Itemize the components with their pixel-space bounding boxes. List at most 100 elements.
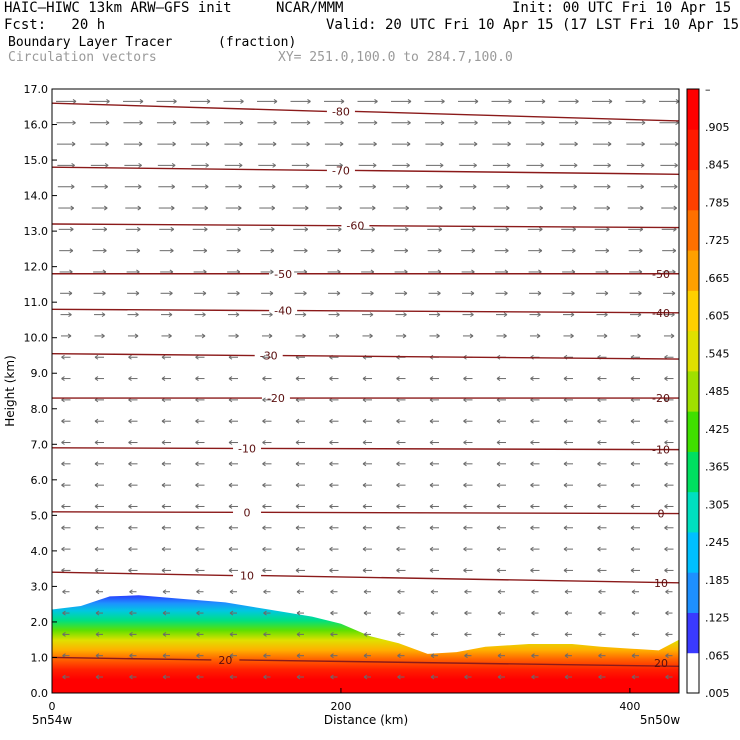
y-tick-label: 13.0 [24, 225, 49, 238]
wind-vector [94, 354, 104, 360]
wind-vector [60, 333, 72, 339]
wind-vector [362, 376, 372, 381]
wind-vector [363, 589, 371, 595]
wind-vector [493, 184, 510, 190]
wind-vector [61, 418, 71, 424]
colorbar-swatch [687, 209, 699, 251]
wind-vector [630, 440, 640, 445]
wind-vector [226, 248, 241, 254]
wind-vector [629, 290, 642, 296]
wind-vector [563, 312, 575, 318]
y-tick-label: 16.0 [24, 119, 49, 132]
y-tick-label: 6.0 [31, 474, 49, 487]
wind-vector [363, 674, 371, 680]
wind-vector [430, 610, 438, 616]
wind-vector [196, 631, 204, 637]
wind-vector [424, 99, 445, 104]
y-tick-label: 9.0 [31, 367, 49, 380]
wind-vector [531, 631, 539, 637]
wind-vector [362, 418, 372, 424]
wind-vector [663, 290, 676, 296]
wind-vector [660, 162, 678, 168]
org-label: NCAR/MMM [276, 0, 344, 16]
wind-vector [464, 674, 472, 680]
wind-vector [195, 440, 205, 445]
wind-vector [598, 631, 606, 637]
wind-vector [161, 546, 171, 552]
wind-vector [262, 418, 272, 424]
wind-vector [492, 141, 511, 147]
wind-vector [195, 354, 205, 360]
wind-vector [362, 440, 372, 445]
wind-vector [91, 184, 108, 190]
wind-vector [661, 205, 678, 211]
isotherm-label-right: 20 [654, 657, 668, 670]
wind-vector [94, 418, 104, 424]
wind-vector [228, 440, 238, 445]
wind-vector [190, 99, 211, 104]
wind-vector [395, 312, 407, 318]
wind-vector [125, 226, 141, 232]
wind-vector [396, 482, 406, 488]
wind-vector [259, 205, 276, 211]
wind-vector [460, 205, 477, 211]
wind-vector [631, 674, 639, 680]
y-tick-label: 10.0 [24, 332, 49, 345]
isotherm-label: -50 [274, 268, 292, 281]
y-tick-label: 3.0 [31, 580, 49, 593]
wind-vector [224, 162, 243, 168]
wind-vector [664, 504, 674, 509]
wind-vector [459, 184, 477, 190]
wind-vector [325, 162, 343, 168]
wind-vector [296, 631, 304, 637]
wind-vector [61, 461, 71, 467]
wind-vector [123, 120, 143, 126]
wind-vector [464, 589, 472, 595]
wind-vector [625, 99, 646, 104]
wind-vector [227, 290, 240, 296]
wind-vector [60, 312, 72, 318]
wind-vector [330, 674, 338, 680]
wind-vector [396, 418, 406, 424]
wind-vector [663, 333, 675, 339]
wind-vector [192, 205, 209, 211]
wind-vector [563, 546, 573, 552]
wind-vector [326, 226, 342, 232]
colorbar-label: .125 [705, 612, 730, 625]
wind-vector [61, 546, 71, 552]
wind-vector [259, 226, 275, 232]
wind-vector [359, 184, 376, 190]
wind-vector [228, 461, 238, 467]
wind-vector [196, 674, 204, 680]
wind-vector [62, 589, 70, 595]
wind-vector [61, 440, 71, 445]
colorbar-label: .365 [705, 461, 730, 474]
wind-vector [195, 376, 205, 381]
wind-vector [193, 248, 208, 254]
wind-vector [157, 141, 176, 147]
wind-vector [424, 120, 445, 126]
wind-vector [329, 482, 339, 488]
wind-vector [592, 141, 612, 147]
wind-vector [324, 120, 344, 126]
wind-vector [128, 504, 138, 509]
wind-vector [190, 141, 210, 147]
colorbar-label: .425 [705, 423, 730, 436]
wind-vector [594, 226, 610, 232]
wind-vector [396, 461, 406, 467]
wind-vector [293, 248, 308, 254]
wind-vector [463, 418, 473, 424]
wind-vector [664, 461, 674, 467]
wind-vector [292, 184, 309, 190]
wind-vector [128, 461, 138, 467]
wind-vector [257, 120, 277, 126]
wind-vector [263, 589, 271, 595]
wind-vector [225, 205, 242, 211]
wind-vector [531, 610, 539, 616]
wind-vector [290, 99, 311, 104]
wind-vector [530, 504, 540, 509]
wind-vector [329, 568, 339, 573]
wind-vector [429, 376, 439, 381]
wind-vector [61, 482, 71, 488]
wind-vector [561, 248, 576, 254]
